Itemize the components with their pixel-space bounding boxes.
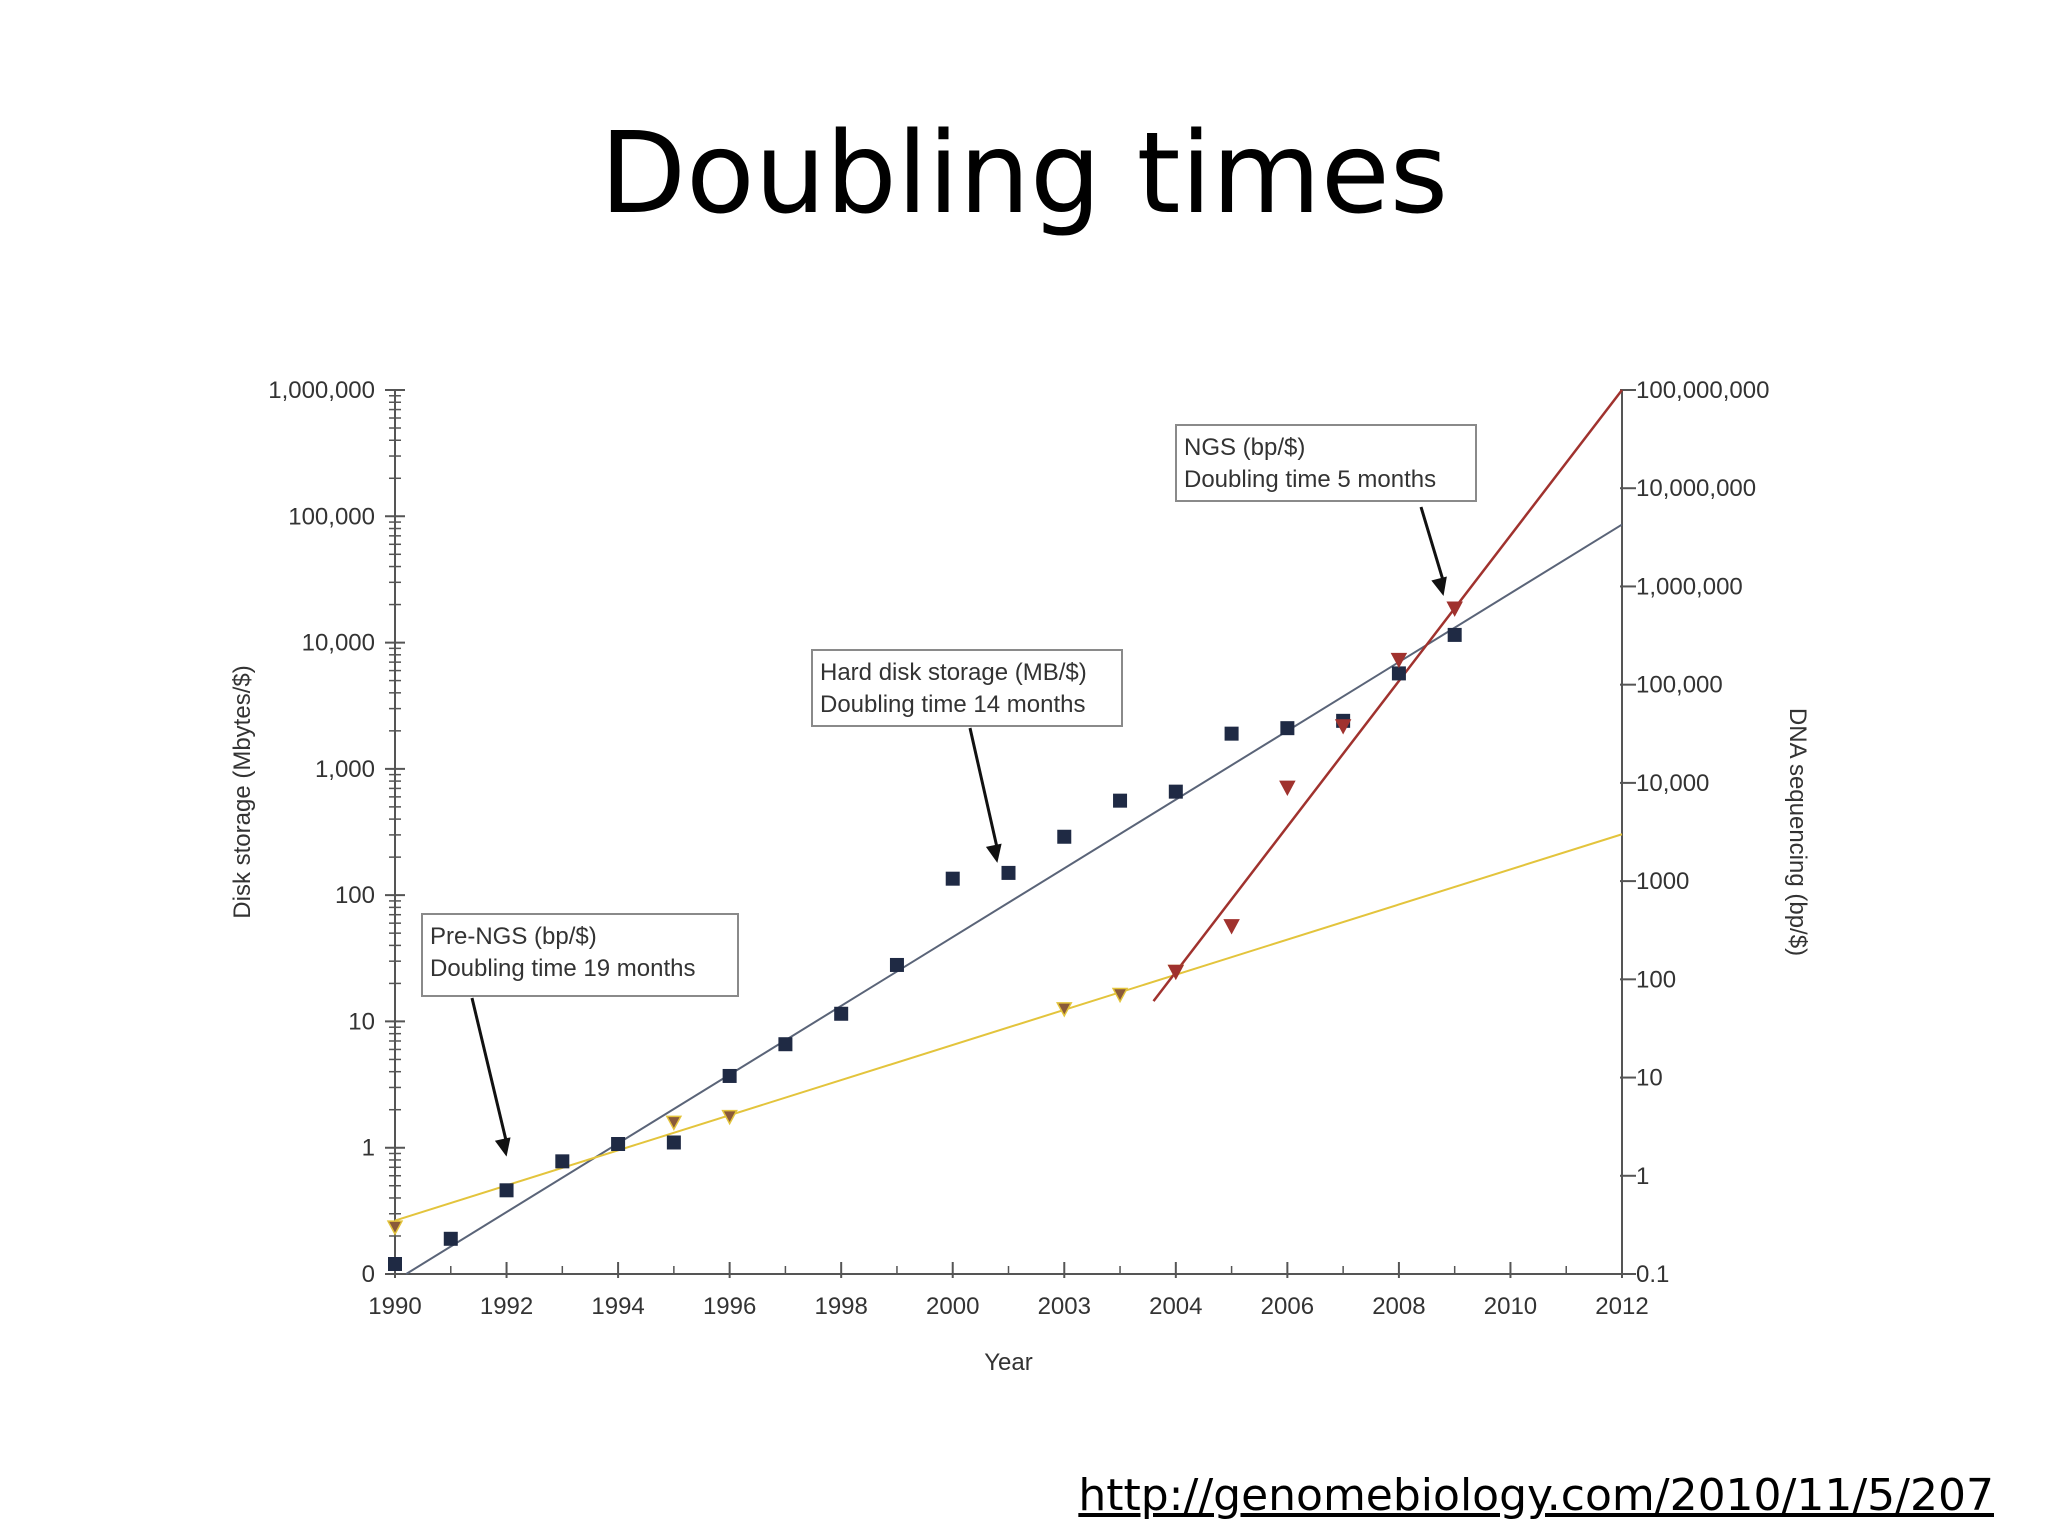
right-y-tick-label: 100,000,000 (1636, 377, 1769, 404)
right-y-tick-label: 1000 (1636, 868, 1689, 895)
disk-storage-point (1113, 793, 1128, 808)
x-tick-label: 2000 (926, 1293, 979, 1320)
right-y-tick-label: 1 (1636, 1163, 1649, 1190)
callout-line-2: Doubling time 19 months (430, 955, 695, 982)
callout-arrow-shaft (1419, 506, 1445, 583)
x-tick-label: 1992 (480, 1293, 533, 1320)
disk-storage-point (499, 1183, 514, 1198)
right-y-tick-label: 1,000,000 (1636, 573, 1743, 600)
x-tick-label: 1990 (368, 1293, 421, 1320)
ngs-point (1279, 780, 1296, 796)
left-y-tick-label: 1,000,000 (268, 377, 375, 404)
callout-line-2: Doubling time 14 months (820, 691, 1085, 718)
disk-storage-point (1168, 784, 1183, 799)
left-y-axis-title: Disk storage (Mbytes/$) (229, 665, 256, 918)
right-y-tick-label: 0.1 (1636, 1261, 1669, 1288)
disk-storage-point (722, 1068, 737, 1083)
callout-line-1: NGS (bp/$) (1184, 434, 1305, 461)
pre-ngs-trend-line (394, 833, 1623, 1222)
x-tick-label: 2008 (1372, 1293, 1425, 1320)
right-y-tick-label: 10,000 (1636, 770, 1709, 797)
disk-storage-point (1280, 721, 1295, 736)
disk-storage-point (889, 957, 904, 972)
ngs-point (1223, 919, 1240, 935)
x-tick-label: 1996 (703, 1293, 756, 1320)
disk-storage-point (1057, 829, 1072, 844)
disk-storage-point (1391, 666, 1406, 681)
ngs-point (1446, 601, 1463, 617)
ngs-point (1334, 719, 1352, 735)
x-tick-label: 2006 (1261, 1293, 1314, 1320)
callout-arrow-head (494, 1137, 511, 1157)
callout-line-1: Pre-NGS (bp/$) (430, 923, 597, 950)
disk-storage-point (1224, 726, 1239, 741)
x-axis-title: Year (984, 1349, 1033, 1376)
left-y-tick-label: 1 (362, 1135, 375, 1162)
doubling-times-chart: 0 1 10 100 1,000 10,000 100,000 1,000,000 0.1 1 10… (229, 377, 1811, 1376)
callout-box (811, 649, 1123, 727)
right-y-axis-title: DNA sequencing (bp/$) (1784, 708, 1811, 956)
callout-box (421, 913, 739, 997)
pre-ngs-point (665, 1115, 683, 1131)
pre-ngs-point (1111, 987, 1129, 1004)
right-y-tick-label: 10,000,000 (1636, 475, 1756, 502)
right-y-tick-label: 10 (1636, 1065, 1663, 1092)
callout-line-1: Hard disk storage (MB/$) (820, 659, 1087, 686)
callout-arrow-head (1431, 576, 1447, 596)
disk-storage-point (666, 1135, 681, 1150)
x-tick-label: 1998 (814, 1293, 867, 1320)
right-y-tick-label: 100,000 (1636, 672, 1723, 699)
disk-storage-point (778, 1037, 793, 1052)
x-tick-label: 1994 (591, 1293, 644, 1320)
left-y-tick-label: 100 (335, 882, 375, 909)
disk-storage-point (611, 1137, 626, 1152)
left-y-tick-label: 0 (362, 1261, 375, 1288)
pre-ngs-point (386, 1220, 404, 1236)
x-tick-label: 2010 (1484, 1293, 1537, 1320)
disk-storage-point (555, 1154, 570, 1169)
disk-storage-point (945, 871, 960, 886)
callout-arrow-shaft (470, 997, 509, 1143)
ngs-point (1390, 652, 1408, 669)
disk-storage-point (1001, 865, 1016, 880)
callout-box (1175, 424, 1477, 502)
source-link[interactable]: http://genomebiology.com/2010/11/5/207 (1078, 1470, 1994, 1521)
slide-title: Doubling times (599, 109, 1449, 239)
disk-storage-point (1447, 627, 1462, 642)
ngs-point (1167, 964, 1185, 981)
disk-trend-line (405, 523, 1623, 1275)
callout-line-2: Doubling time 5 months (1184, 466, 1436, 493)
left-y-tick-label: 10 (348, 1008, 375, 1035)
left-y-tick-label: 100,000 (288, 503, 375, 530)
disk-callout: Hard disk storage (MB/$) Doubling time 14… (811, 649, 1123, 863)
disk-storage-point (443, 1231, 458, 1246)
x-tick-label: 2012 (1595, 1293, 1648, 1320)
disk-storage-point (834, 1006, 849, 1021)
ngs-trend-line (1152, 389, 1623, 1002)
pre-ngs-point (1056, 1002, 1073, 1018)
disk-storage-point (388, 1257, 402, 1272)
pre-ngs-callout: Pre-NGS (bp/$) Doubling time 19 months (421, 913, 739, 1157)
left-y-tick-label: 10,000 (302, 630, 375, 657)
callout-arrow-head (985, 843, 1002, 863)
x-tick-label: 2004 (1149, 1293, 1202, 1320)
pre-ngs-point (721, 1109, 738, 1126)
ngs-callout: NGS (bp/$) Doubling time 5 months (1175, 424, 1477, 596)
right-y-tick-label: 100 (1636, 966, 1676, 993)
x-tick-label: 2003 (1038, 1293, 1091, 1320)
left-y-tick-label: 1,000 (315, 756, 375, 783)
callout-arrow-shaft (968, 727, 999, 850)
